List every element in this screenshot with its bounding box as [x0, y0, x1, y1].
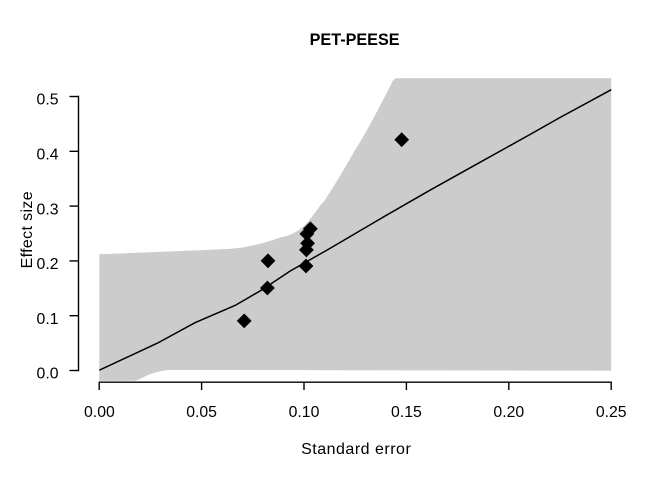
svg-text:0.05: 0.05 [186, 404, 217, 421]
svg-text:0.20: 0.20 [493, 404, 524, 421]
svg-text:Effect size: Effect size [19, 191, 36, 268]
svg-text:0.0: 0.0 [37, 366, 59, 383]
svg-text:0.25: 0.25 [596, 404, 627, 421]
svg-text:0.2: 0.2 [37, 256, 59, 273]
svg-text:0.5: 0.5 [37, 92, 59, 109]
svg-text:0.15: 0.15 [391, 404, 422, 421]
svg-text:0.3: 0.3 [37, 201, 59, 218]
svg-text:0.00: 0.00 [84, 404, 115, 421]
svg-text:0.1: 0.1 [37, 311, 59, 328]
svg-text:0.4: 0.4 [37, 147, 59, 164]
svg-text:PET-PEESE: PET-PEESE [310, 31, 400, 49]
svg-text:0.10: 0.10 [289, 404, 320, 421]
svg-text:Standard error: Standard error [301, 441, 411, 458]
